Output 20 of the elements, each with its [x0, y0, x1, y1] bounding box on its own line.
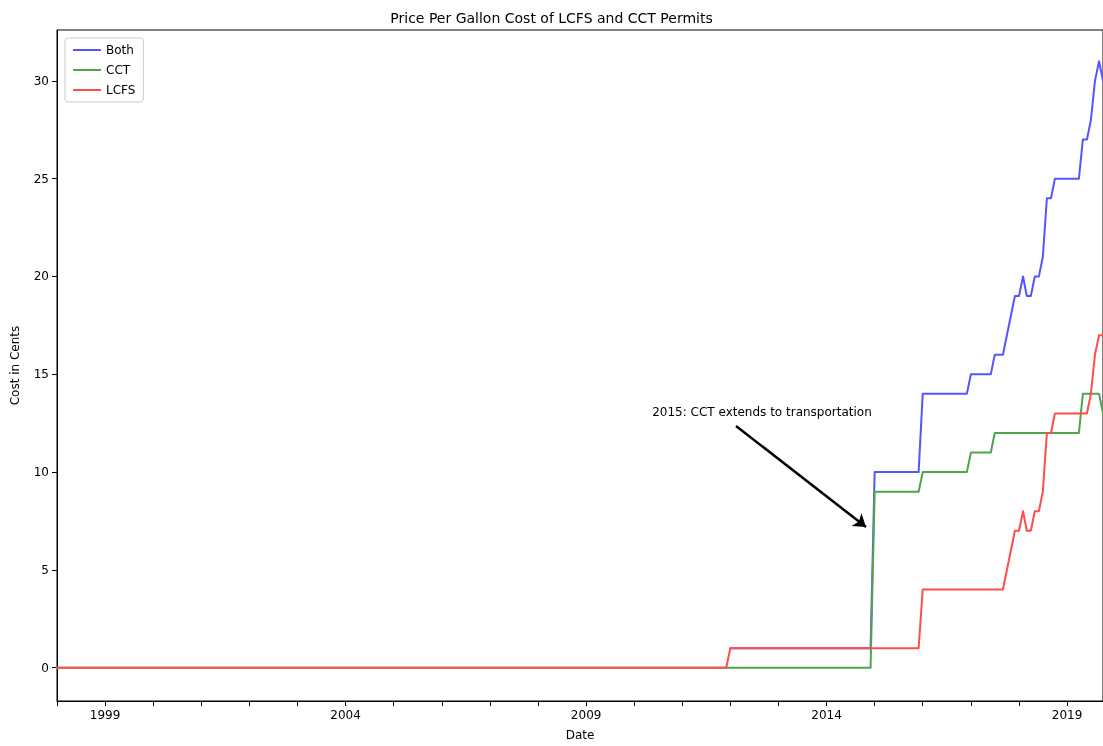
x-tick-label: 2019	[1051, 708, 1083, 722]
x-tick-label: 2014	[811, 708, 842, 722]
y-tick-label: 10	[33, 465, 49, 480]
y-tick-label: 5	[41, 562, 49, 577]
legend-label: CCT	[106, 63, 131, 77]
y-axis-title: Cost in Cents	[8, 325, 22, 406]
y-tick-label: 30	[33, 73, 49, 88]
y-tick-label: 20	[33, 269, 49, 284]
x-tick-label: 1999	[89, 708, 121, 722]
y-tick-label: 25	[33, 171, 49, 186]
chart-title: Price Per Gallon Cost of LCFS and CCT Permits	[390, 10, 713, 26]
legend-label: Both	[106, 43, 134, 57]
legend-label: LCFS	[106, 83, 136, 97]
x-tick-label: 2009	[570, 708, 602, 722]
x-axis-title: Date	[565, 728, 595, 742]
y-tick-label: 0	[41, 660, 49, 675]
x-tick-label: 2004	[330, 708, 361, 722]
annotation: 2015: CCT extends to transportation	[652, 405, 872, 419]
y-tick-label: 15	[33, 367, 49, 382]
line-series	[56, 334, 1103, 669]
